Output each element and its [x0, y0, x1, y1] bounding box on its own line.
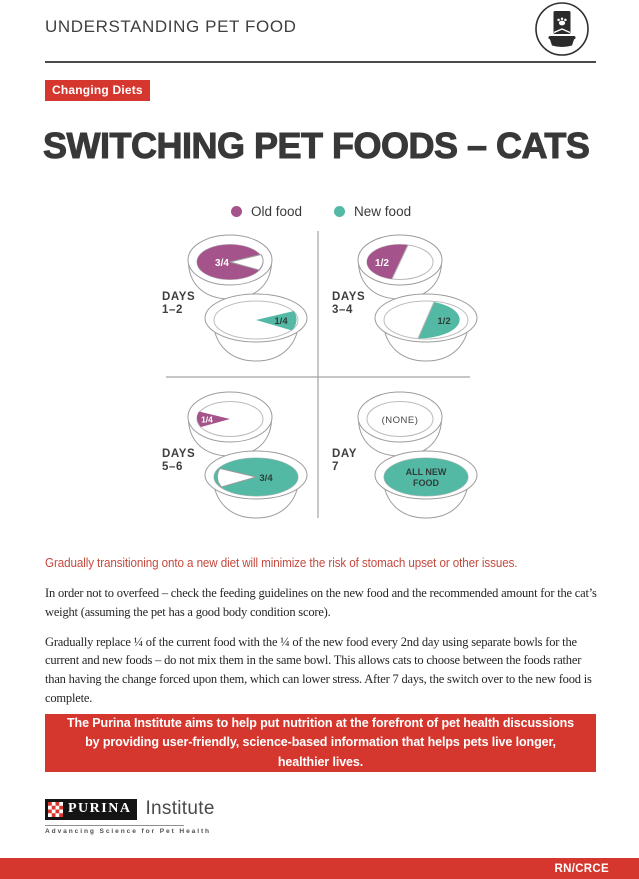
day-label: DAYS — [162, 291, 195, 303]
brand-tagline: Advancing Science for Pet Health — [45, 828, 211, 835]
legend-old-label: Old food — [251, 204, 303, 219]
section-badge: Changing Diets — [45, 80, 150, 101]
all-new-food-label-line1: ALL NEW — [406, 467, 447, 477]
day-range: 1–2 — [162, 304, 183, 316]
quadrant-day-7: (NONE) ALL NEW FOOD DAY 7 — [332, 391, 478, 519]
new-food-dot-icon — [334, 206, 346, 217]
old-food-portion — [366, 244, 408, 279]
purina-checkerboard-icon — [48, 801, 63, 817]
day-range: 5–6 — [162, 461, 183, 473]
purina-institute-callout: The Purina Institute aims to help put nu… — [45, 714, 596, 772]
day-label: DAYS — [332, 291, 365, 303]
callout-text: The Purina Institute aims to help put nu… — [67, 715, 574, 769]
header-divider — [45, 61, 596, 63]
brand-suffix: Institute — [145, 798, 215, 819]
page-title: SWITCHING PET FOODS – CATS — [42, 125, 590, 167]
old-food-portion — [196, 411, 230, 427]
header-title: UNDERSTANDING PET FOOD — [45, 17, 297, 36]
highlight-sentence: Gradually transitioning onto a new diet … — [45, 556, 518, 570]
quadrant-days-1-2: 3/4 1/4 DAYS 1–2 — [162, 234, 308, 362]
paragraph-overfeed: In order not to overfeed – check the fee… — [45, 586, 597, 619]
document-code: RN/CRCE — [554, 862, 609, 875]
new-food-portion — [256, 311, 297, 331]
old-food-fraction: 1/4 — [201, 415, 213, 425]
old-food-dot-icon — [231, 206, 242, 217]
transition-diagram: 3/4 1/4 DAYS 1–2 1/2 — [150, 228, 500, 528]
tagline-rule — [45, 825, 184, 826]
purina-wordmark: PURINA — [45, 798, 138, 820]
quadrant-days-3-4: 1/2 1/2 DAYS 3–4 — [332, 234, 478, 362]
new-food-fraction: 1/4 — [274, 316, 288, 327]
day-label: DAY — [332, 448, 357, 460]
new-food-fraction: 1/2 — [437, 316, 450, 327]
new-food-portion — [384, 458, 468, 496]
bottom-bar: RN/CRCE — [0, 858, 639, 879]
day-label: DAYS — [162, 448, 195, 460]
new-food-portion — [418, 302, 460, 339]
pet-food-bag-and-bowl-icon — [534, 1, 590, 57]
purina-institute-logo: PURINA Institute — [45, 798, 215, 820]
new-food-fraction: 3/4 — [259, 473, 273, 484]
paragraph-replace-quarter: Gradually replace ¼ of the current food … — [45, 634, 592, 705]
day-range: 7 — [332, 461, 339, 473]
brand-name: PURINA — [68, 801, 132, 816]
day-range: 3–4 — [332, 304, 353, 316]
old-food-fraction: 3/4 — [215, 258, 229, 269]
legend-new-label: New food — [354, 204, 412, 219]
old-food-none-label: (NONE) — [382, 415, 419, 426]
old-food-fraction: 1/2 — [375, 258, 389, 269]
all-new-food-label-line2: FOOD — [413, 478, 439, 488]
quadrant-days-5-6: 1/4 3/4 DAYS 5–6 — [162, 391, 308, 519]
legend: Old food New food — [231, 204, 411, 219]
